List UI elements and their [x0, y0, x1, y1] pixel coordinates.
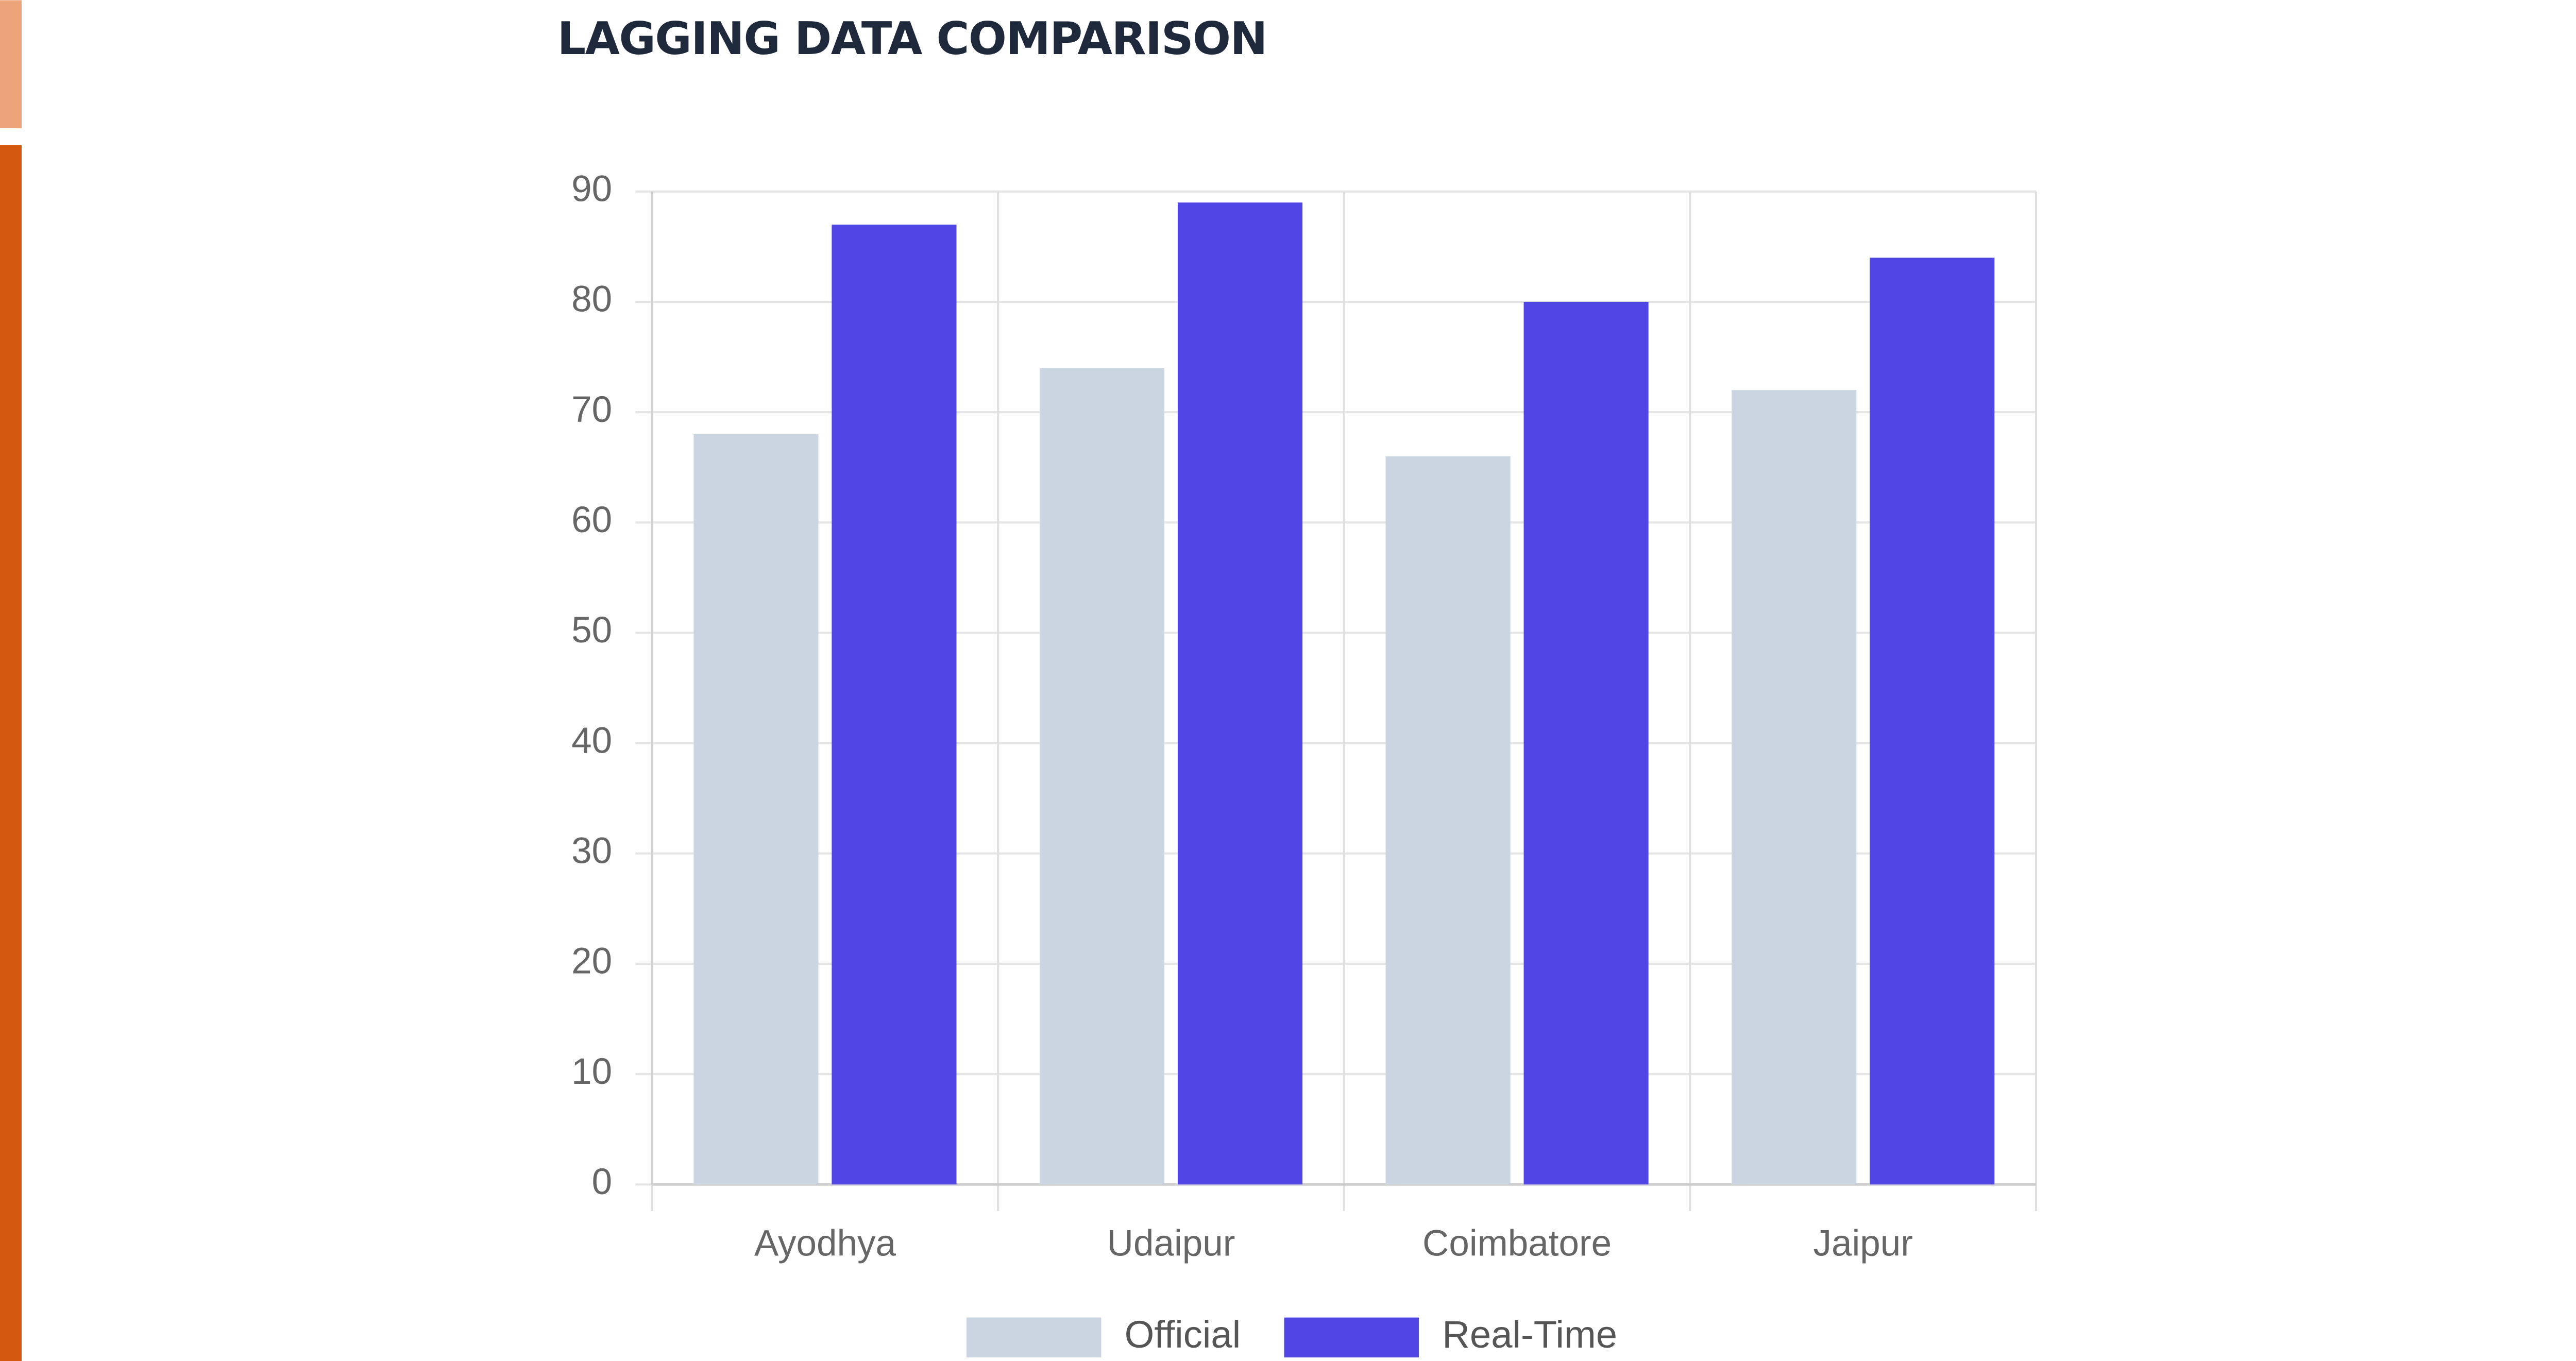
legend-swatch[interactable]	[1284, 1317, 1419, 1358]
bar	[1523, 301, 1649, 1185]
y-tick-label: 50	[571, 610, 612, 651]
x-tick-label: Ayodhya	[754, 1223, 896, 1264]
y-tick-label: 60	[571, 500, 612, 540]
y-tick-label: 0	[592, 1162, 613, 1202]
y-tick-label: 80	[571, 279, 612, 320]
legend-label[interactable]: Official	[1125, 1313, 1241, 1356]
chart-title: LAGGING DATA COMPARISON	[557, 12, 1267, 65]
y-tick-label: 20	[571, 941, 612, 982]
x-tick-label: Udaipur	[1107, 1223, 1235, 1264]
y-tick-label: 30	[571, 831, 612, 872]
y-tick-label: 10	[571, 1051, 612, 1092]
y-tick-label: 70	[571, 389, 612, 430]
bar	[1385, 456, 1511, 1185]
bar	[1870, 258, 1995, 1185]
x-tick-label: Jaipur	[1813, 1223, 1912, 1264]
bar	[1732, 390, 1857, 1185]
y-tick-label: 40	[571, 720, 612, 761]
accent-bar	[0, 0, 22, 129]
legend-label[interactable]: Real-Time	[1442, 1313, 1617, 1356]
legend-swatch[interactable]	[966, 1317, 1101, 1358]
bar	[1177, 202, 1303, 1185]
bar	[693, 434, 819, 1185]
y-tick-label: 90	[571, 169, 612, 210]
bar	[1039, 368, 1165, 1185]
accent-bar	[0, 145, 22, 1361]
x-tick-label: Coimbatore	[1422, 1223, 1612, 1264]
bar	[832, 225, 957, 1185]
